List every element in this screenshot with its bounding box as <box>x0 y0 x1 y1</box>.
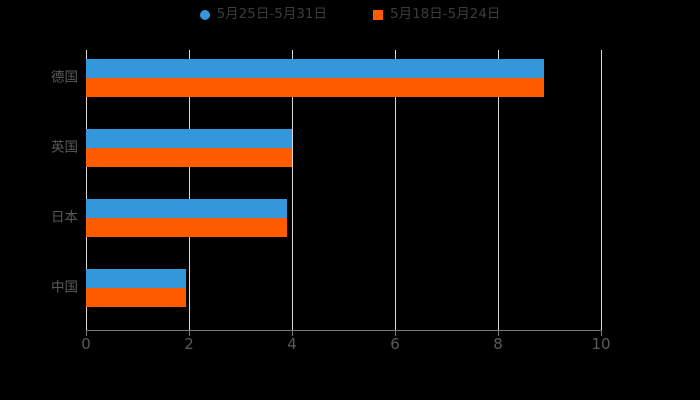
bar[interactable] <box>86 269 187 288</box>
category-label: 德国 <box>51 69 78 86</box>
x-gridline <box>498 50 499 330</box>
x-gridline <box>189 50 190 330</box>
category-label: 英国 <box>51 139 78 156</box>
x-gridline <box>601 50 602 330</box>
bar[interactable] <box>86 148 292 167</box>
x-tick-label: 8 <box>493 335 503 353</box>
legend-item-label: 5月18日-5月24日 <box>390 6 501 22</box>
circle-marker-icon <box>199 9 210 20</box>
x-tick-label: 4 <box>287 335 297 353</box>
x-tick-mark <box>395 331 396 336</box>
category-label: 日本 <box>51 209 78 226</box>
chart-legend: 5月25日-5月31日 5月18日-5月24日 <box>0 6 700 22</box>
x-tick-mark <box>498 331 499 336</box>
bar[interactable] <box>86 78 545 97</box>
x-tick-label: 2 <box>184 335 194 353</box>
legend-item[interactable]: 5月25日-5月31日 <box>199 6 327 22</box>
square-marker-icon <box>373 9 383 20</box>
x-gridline <box>86 50 87 330</box>
x-tick-label: 6 <box>390 335 400 353</box>
x-gridline <box>395 50 396 330</box>
bar[interactable] <box>86 218 287 237</box>
bar[interactable] <box>86 59 545 78</box>
x-tick-mark <box>86 331 87 336</box>
legend-item-label: 5月25日-5月31日 <box>216 6 327 22</box>
x-gridline <box>292 50 293 330</box>
legend-item[interactable]: 5月18日-5月24日 <box>373 6 501 22</box>
plot-area <box>86 50 602 330</box>
category-label: 中国 <box>51 279 78 296</box>
bar[interactable] <box>86 129 292 148</box>
x-tick-label: 10 <box>591 335 611 353</box>
bar[interactable] <box>86 288 187 307</box>
x-tick-mark <box>601 331 602 336</box>
x-axis-line <box>86 330 602 331</box>
x-tick-mark <box>189 331 190 336</box>
x-tick-mark <box>292 331 293 336</box>
bar[interactable] <box>86 199 287 218</box>
x-tick-label: 0 <box>81 335 91 353</box>
